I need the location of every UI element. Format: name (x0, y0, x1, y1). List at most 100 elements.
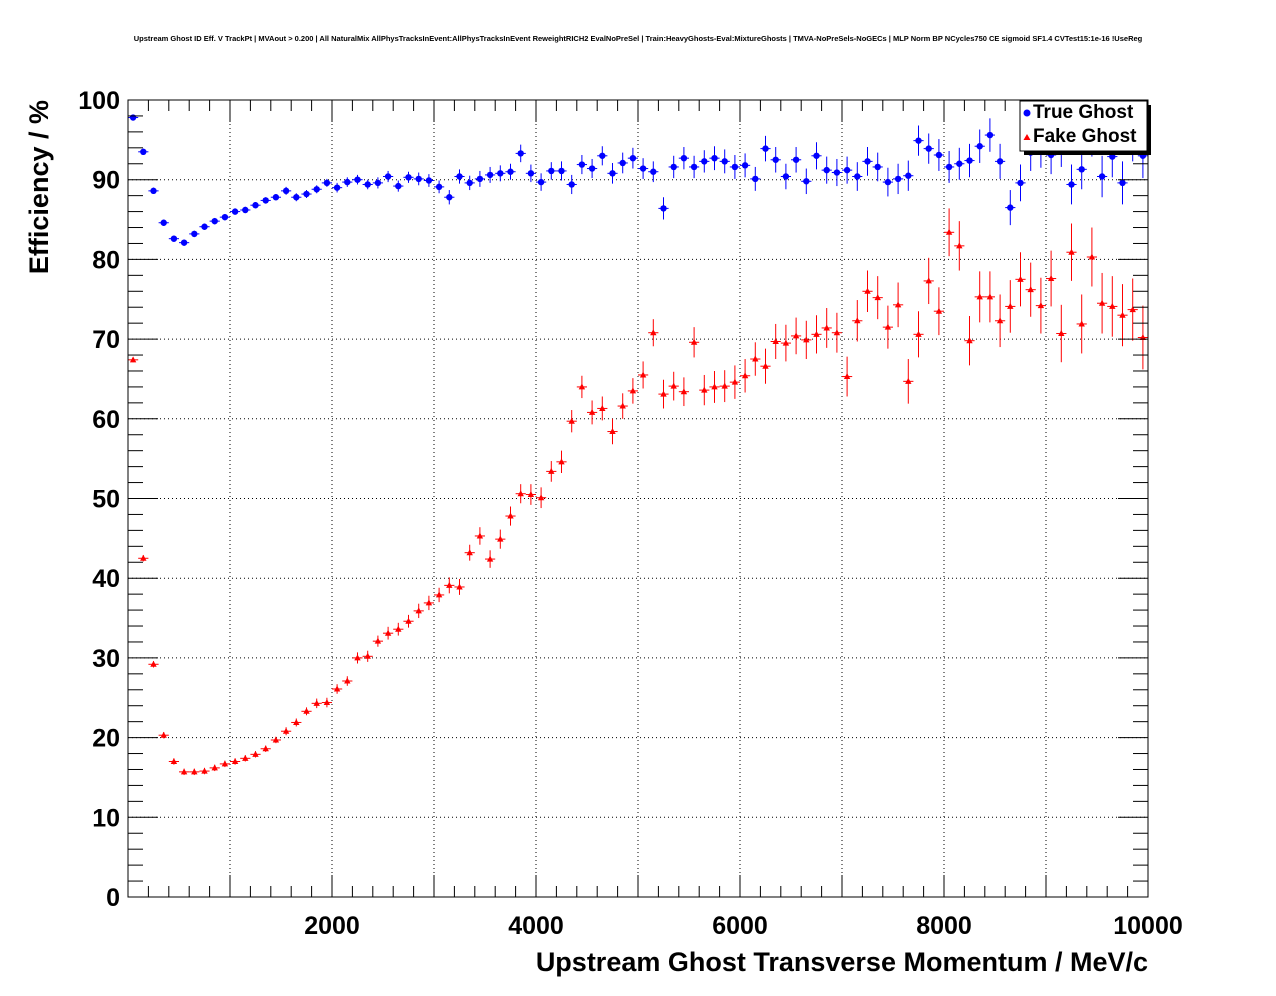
fake-ghost-point (905, 377, 912, 384)
true-ghost-point (537, 178, 545, 186)
fake-ghost-point (1098, 299, 1106, 306)
fake-ghost-point (1027, 286, 1034, 293)
true-ghost-point (435, 183, 443, 191)
fake-ghost-point (323, 699, 331, 706)
y-tick-label: 80 (92, 246, 120, 274)
true-ghost-point (507, 168, 514, 175)
fake-ghost-point (507, 512, 514, 519)
true-ghost-point (1098, 173, 1106, 180)
fake-ghost-point (1068, 248, 1075, 255)
true-ghost-point (364, 181, 371, 188)
y-tick-label: 40 (92, 565, 120, 593)
fake-ghost-point (854, 317, 861, 324)
fake-ghost-point (578, 383, 586, 390)
true-ghost-point (282, 187, 290, 195)
fake-ghost-point (160, 731, 167, 738)
fake-ghost-point (364, 652, 371, 659)
fake-ghost-point (976, 293, 983, 300)
true-ghost-point (741, 162, 749, 169)
true-ghost-point (354, 176, 361, 183)
fake-ghost-point (741, 372, 749, 379)
true-ghost-point (884, 178, 892, 186)
fake-ghost-point (242, 754, 249, 761)
true-ghost-point (517, 150, 524, 157)
fake-ghost-point (864, 287, 871, 294)
fake-ghost-point (884, 323, 892, 330)
y-tick-label: 30 (92, 645, 120, 673)
true-ghost-point (466, 179, 473, 187)
fake-ghost-point (1047, 275, 1055, 282)
true-ghost-point (772, 156, 779, 163)
x-tick-label: 8000 (916, 912, 972, 940)
fake-ghost-point (1088, 253, 1096, 260)
true-ghost-point (170, 235, 178, 242)
true-ghost-point (293, 194, 300, 201)
fake-ghost-point (588, 408, 596, 415)
true-ghost-point (701, 158, 708, 165)
true-ghost-point (578, 161, 586, 168)
fake-ghost-point (670, 382, 677, 389)
true-ghost-point (374, 179, 382, 187)
true-ghost-point (160, 219, 167, 226)
true-ghost-point (976, 143, 983, 150)
true-ghost-point (650, 168, 657, 175)
legend-box (1019, 100, 1148, 152)
true-ghost-point (721, 158, 728, 165)
true-ghost-point (894, 175, 902, 183)
chart-title: Upstream Ghost ID Eff. V TrackPt | MVAou… (133, 34, 1143, 43)
x-axis-label: Upstream Ghost Transverse Momentum / MeV… (536, 947, 1148, 977)
true-ghost-point (548, 167, 555, 175)
fake-ghost-point (1078, 320, 1085, 327)
true-ghost-point (731, 163, 739, 171)
fake-ghost-point (1129, 306, 1136, 313)
true-ghost-point (344, 178, 351, 186)
fake-ghost-point (660, 390, 667, 397)
x-tick-label: 2000 (304, 912, 360, 940)
fake-ghost-point (986, 293, 994, 300)
true-ghost-point (497, 170, 504, 177)
true-ghost-point (425, 177, 433, 184)
true-ghost-point (762, 145, 769, 152)
fake-ghost-point (497, 535, 504, 542)
true-ghost-point (527, 170, 535, 177)
true-ghost-point (915, 137, 922, 144)
true-ghost-point (252, 202, 259, 209)
fake-ghost-point (354, 654, 361, 661)
true-ghost-point (395, 182, 402, 190)
fake-ghost-point (201, 767, 208, 774)
fake-ghost-point (945, 228, 953, 235)
fake-ghost-point (293, 718, 300, 725)
fake-ghost-point (180, 768, 188, 775)
fake-ghost-point (915, 330, 922, 337)
fake-ghost-point (711, 383, 718, 390)
fake-ghost-point (395, 625, 402, 632)
fake-ghost-point (619, 402, 626, 409)
fake-ghost-point (476, 532, 484, 539)
true-ghost-point (986, 131, 994, 139)
fake-ghost-point (446, 581, 453, 588)
legend: True Ghost Fake Ghost (1019, 100, 1151, 155)
fake-ghost-point (486, 555, 494, 562)
legend-true-ghost-label: True Ghost (1033, 102, 1134, 123)
true-ghost-point (874, 163, 881, 171)
fake-ghost-point (466, 549, 473, 556)
fake-ghost-point (1007, 302, 1014, 309)
fake-ghost-point (731, 378, 739, 385)
true-ghost-point (262, 197, 269, 204)
true-ghost-point (670, 163, 677, 171)
fake-ghost-point (344, 677, 351, 684)
fake-ghost-point (833, 329, 841, 336)
fake-ghost-point (803, 336, 810, 343)
true-ghost-point (966, 157, 973, 164)
fake-ghost-point (140, 554, 147, 561)
y-tick-label: 0 (106, 884, 120, 912)
true-ghost-point (935, 151, 943, 159)
true-ghost-point (333, 184, 341, 191)
fake-ghost-point (823, 324, 830, 331)
true-ghost-point (619, 159, 626, 167)
true-ghost-point (180, 239, 188, 246)
fake-ghost-point (150, 660, 157, 667)
true-ghost-point (150, 187, 157, 195)
fake-ghost-point (384, 629, 392, 636)
